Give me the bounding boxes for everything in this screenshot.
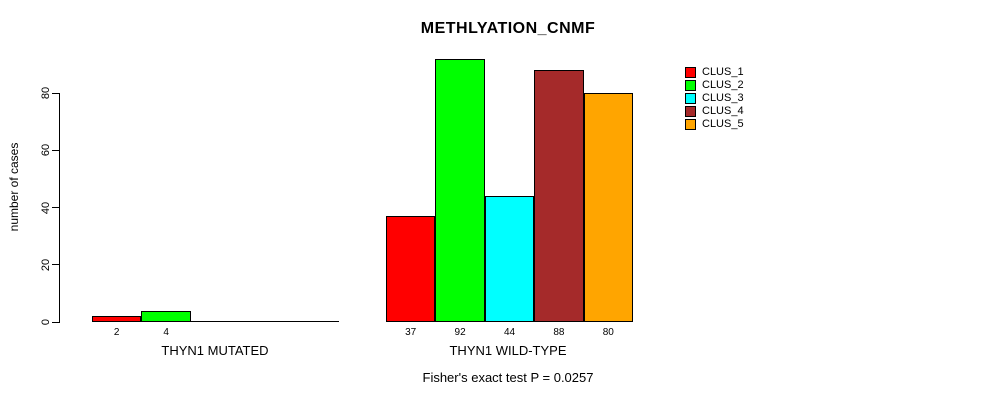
legend-item: CLUS_5 xyxy=(685,118,744,131)
bar-clus_2 xyxy=(141,310,191,322)
bar-value-label: 44 xyxy=(503,327,516,338)
y-tick-label: 80 xyxy=(40,86,52,100)
y-tick xyxy=(51,92,59,94)
y-tick-label: 40 xyxy=(40,201,52,214)
y-tick-label: 60 xyxy=(40,144,52,157)
legend-label: CLUS_3 xyxy=(702,92,744,104)
legend-item: CLUS_2 xyxy=(685,79,744,92)
legend-item: CLUS_3 xyxy=(685,92,744,105)
bar-value-label: 37 xyxy=(405,327,417,338)
legend-swatch xyxy=(685,80,696,91)
y-tick-label: 20 xyxy=(40,258,52,271)
y-tick xyxy=(51,207,59,208)
bar-clus_2 xyxy=(435,58,485,322)
y-axis-line xyxy=(58,93,60,323)
y-tick xyxy=(51,149,59,151)
y-tick-label: 0 xyxy=(40,318,52,326)
legend-swatch xyxy=(685,106,696,117)
x-baseline xyxy=(92,321,339,322)
y-axis-label: number of cases xyxy=(7,142,21,232)
legend-swatch xyxy=(685,93,696,104)
legend-swatch xyxy=(685,67,696,78)
legend-label: CLUS_5 xyxy=(702,118,744,130)
bar-value-label: 92 xyxy=(454,327,466,338)
bar-clus_1 xyxy=(92,316,142,322)
bar-value-label: 80 xyxy=(602,327,614,338)
bar-clus_5 xyxy=(583,93,633,322)
legend: CLUS_1 CLUS_2 CLUS_3 CLUS_4 CLUS_5 xyxy=(685,66,744,131)
legend-item: CLUS_4 xyxy=(685,105,744,118)
chart-title: METHLYATION_CNMF xyxy=(420,20,596,37)
legend-item: CLUS_1 xyxy=(685,66,744,79)
bar-value-label: 2 xyxy=(113,327,120,338)
y-tick xyxy=(51,264,59,266)
stat-annotation: Fisher's exact test P = 0.0257 xyxy=(422,370,594,385)
y-tick xyxy=(51,321,59,323)
legend-label: CLUS_4 xyxy=(702,105,744,117)
bar-clus_4 xyxy=(534,70,584,322)
bar-clus_3 xyxy=(484,196,535,322)
legend-label: CLUS_2 xyxy=(702,79,744,91)
bar-clus_1 xyxy=(386,216,436,322)
bar-value-label: 88 xyxy=(553,327,565,338)
legend-swatch xyxy=(685,119,696,130)
x-group-label-mutated: THYN1 MUTATED xyxy=(161,343,269,358)
x-group-label-wildtype: THYN1 WILD-TYPE xyxy=(449,343,567,358)
legend-label: CLUS_1 xyxy=(702,66,744,78)
bar-value-label: 4 xyxy=(163,327,169,338)
